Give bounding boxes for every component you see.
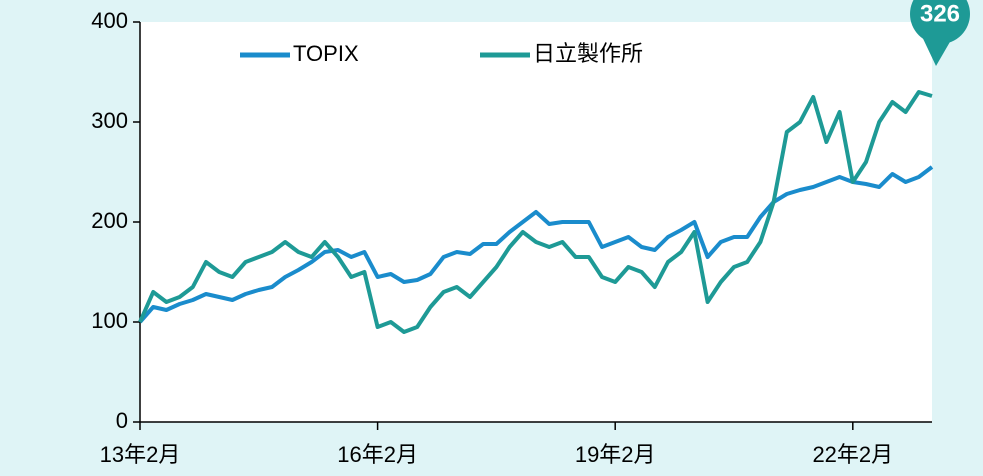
series-line [138,165,934,324]
callout-bubble [910,0,970,44]
y-tick-label: 400 [91,8,128,33]
series-line [138,90,933,334]
callout: 326 [910,0,970,66]
y-tick-label: 0 [116,408,128,433]
y-tick-label: 100 [91,308,128,333]
x-tick-label: 19年2月 [575,442,656,467]
legend-label: 日立製作所 [533,41,643,66]
x-tick-label: 13年2月 [100,442,181,467]
y-tick-label: 200 [91,208,128,233]
x-tick-label: 22年2月 [812,442,893,467]
plot-area [140,22,932,422]
x-tick-label: 16年2月 [337,442,418,467]
legend-label: TOPIX [293,41,359,66]
y-tick-label: 300 [91,108,128,133]
callout-label: 326 [920,0,960,27]
